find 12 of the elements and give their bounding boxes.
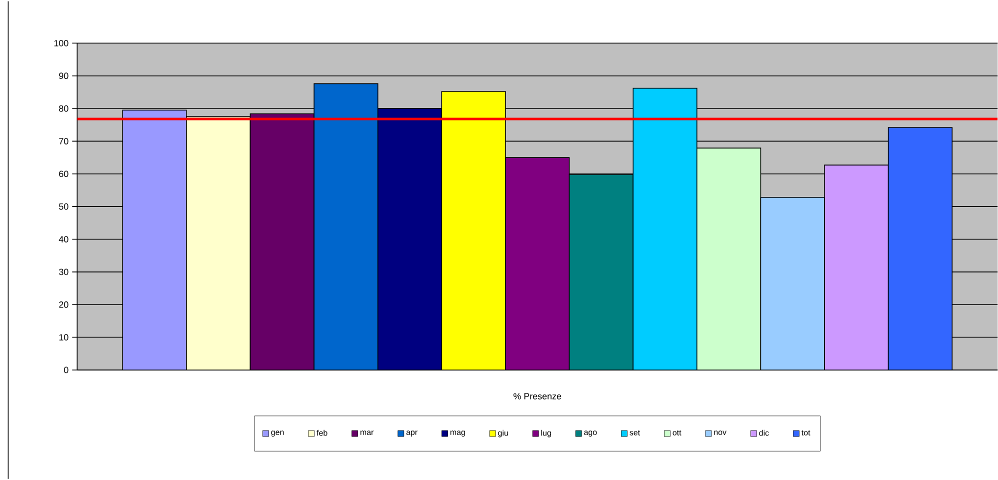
y-tick-label: 20 — [59, 301, 68, 308]
x-axis-title: % Presenze — [514, 393, 562, 400]
y-tick-label: 40 — [58, 236, 68, 242]
y-tick-label: 80 — [59, 105, 68, 112]
y-tick-label: 90 — [59, 72, 68, 79]
y-tick-label: 70 — [59, 138, 68, 144]
y-tick-label: 0 — [64, 366, 68, 374]
y-tick-label: 50 — [59, 203, 68, 210]
y-tick-label: 30 — [59, 268, 68, 276]
y-tick-label: 10 — [59, 334, 68, 340]
y-tick-label: 100 — [54, 40, 68, 46]
y-tick-label: 60 — [59, 170, 68, 178]
